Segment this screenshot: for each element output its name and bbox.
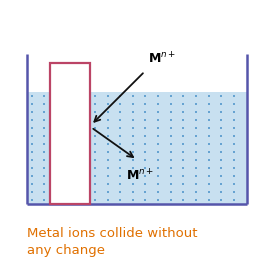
Text: $\mathbf{M}^{n+}$: $\mathbf{M}^{n+}$ (127, 168, 155, 184)
Bar (50, 63, 90, 204)
Text: $\mathbf{M}^{n+}$: $\mathbf{M}^{n+}$ (147, 52, 176, 67)
Text: Metal ions collide without
any change: Metal ions collide without any change (27, 227, 197, 257)
Bar (27, 92, 247, 204)
